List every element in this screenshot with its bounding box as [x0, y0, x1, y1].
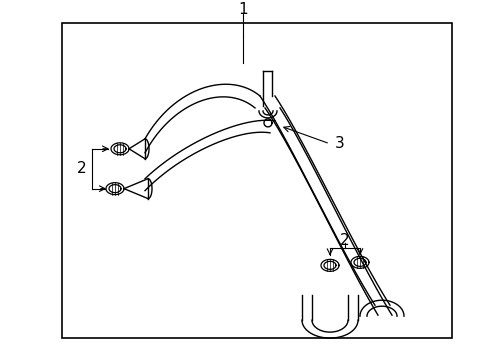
- Text: 3: 3: [335, 136, 345, 151]
- Text: 1: 1: [238, 2, 248, 17]
- Bar: [62, 23, 452, 338]
- Text: 2: 2: [340, 233, 350, 248]
- Text: 2: 2: [77, 161, 87, 176]
